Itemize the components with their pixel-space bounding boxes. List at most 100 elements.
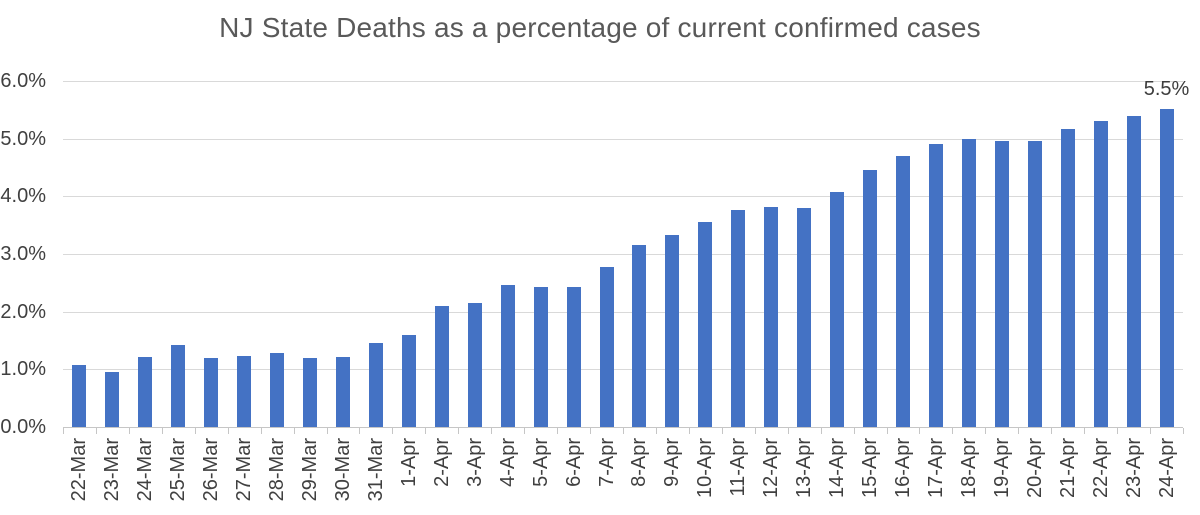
bar-13-Apr: [797, 208, 812, 427]
gridline: [63, 138, 1183, 140]
y-tick-label: 1.0%: [0, 358, 46, 381]
bar-20-Apr: [1027, 140, 1042, 427]
x-tick-label: 30-Mar: [332, 438, 354, 502]
tick-mark: [952, 428, 953, 434]
gridline: [63, 196, 1183, 198]
gridline: [63, 369, 1183, 371]
x-tick-label: 29-Mar: [299, 438, 322, 502]
x-tick-label: 16-Apr: [892, 438, 914, 499]
bar-8-Apr: [632, 244, 647, 427]
x-tick-label: 28-Mar: [266, 438, 289, 502]
chart-title: NJ State Deaths as a percentage of curre…: [219, 12, 981, 43]
bar-19-Apr: [994, 140, 1009, 427]
x-tick-label: 22-Apr: [1089, 438, 1112, 499]
bar-15-Apr: [863, 170, 878, 427]
bar-24-Apr: [1159, 109, 1174, 427]
x-tick-label: 24-Apr: [1155, 438, 1178, 499]
x-axis-labels: 22-Mar 23-Mar 24-Mar 25-Mar 26-Mar 27-Mar 28-M…: [63, 438, 1183, 513]
tick-mark: [491, 428, 492, 434]
tick-mark: [656, 428, 657, 434]
x-tick-label: 26-Mar: [200, 438, 223, 502]
x-tick-label: 5-Apr: [529, 438, 552, 487]
x-tick-label: 8-Apr: [628, 438, 651, 487]
tick-mark: [195, 428, 196, 434]
bar-17-Apr: [928, 143, 943, 427]
tick-mark: [1084, 428, 1085, 434]
x-tick-label: 3-Apr: [463, 438, 486, 487]
gridline: [63, 81, 1183, 82]
x-tick-label: 7-Apr: [595, 438, 618, 487]
tick-mark: [1051, 428, 1052, 434]
x-tick-label: 1-Apr: [397, 438, 420, 487]
bar-18-Apr: [961, 138, 976, 427]
x-tick-label: 27-Mar: [233, 438, 256, 502]
y-tick-label: 4.0%: [0, 185, 46, 208]
y-tick-label: 6.0%: [0, 70, 46, 92]
x-tick-label: 22-Mar: [68, 438, 91, 502]
bar-4-Apr: [500, 284, 515, 427]
x-tick-label: 18-Apr: [957, 438, 980, 499]
bar-21-Apr: [1060, 128, 1075, 427]
tick-mark: [458, 428, 459, 434]
x-tick-label: 25-Mar: [167, 438, 190, 502]
tick-mark: [96, 428, 97, 434]
bar-16-Apr: [896, 155, 910, 427]
tick-mark: [689, 428, 690, 434]
tick-mark: [887, 428, 888, 434]
x-tick-label: 19-Apr: [990, 438, 1013, 499]
y-tick-label: 5.0%: [0, 127, 46, 150]
tick-mark: [919, 428, 920, 434]
x-tick-label: 12-Apr: [760, 438, 783, 499]
x-tick-label: 4-Apr: [496, 438, 519, 487]
bar-2-Apr: [434, 306, 449, 427]
bar-10-Apr: [698, 222, 713, 427]
gridline: [63, 254, 1183, 255]
y-tick-label: 3.0%: [0, 243, 46, 265]
x-tick-label: 17-Apr: [924, 438, 947, 499]
bar-1-Apr: [401, 334, 416, 427]
bar-28-Mar: [270, 353, 285, 427]
bar-12-Apr: [764, 207, 779, 427]
tick-mark: [623, 428, 624, 434]
bar-11-Apr: [731, 209, 746, 427]
x-tick-label: 23-Apr: [1122, 438, 1145, 499]
x-tick-label: 6-Apr: [562, 438, 585, 487]
x-tick-label: 24-Mar: [134, 438, 157, 502]
x-tick-label: 23-Mar: [101, 438, 124, 502]
x-tick-label: 20-Apr: [1023, 438, 1046, 499]
tick-mark: [63, 428, 64, 434]
y-tick-label: 2.0%: [0, 300, 46, 323]
data-label: 5.5%: [1143, 78, 1190, 101]
tick-mark: [854, 428, 855, 434]
x-tick-label: 31-Mar: [364, 438, 387, 502]
bar-30-Mar: [336, 357, 350, 427]
x-tick-label: 10-Apr: [694, 438, 717, 499]
tick-mark: [162, 428, 163, 434]
bar-31-Mar: [368, 343, 383, 427]
bar-6-Apr: [566, 286, 581, 427]
bar-26-Mar: [204, 358, 219, 427]
x-tick-label: 9-Apr: [661, 438, 684, 487]
tick-mark: [722, 428, 723, 434]
bar-23-Mar: [105, 371, 120, 427]
tick-mark: [1018, 428, 1019, 434]
x-axis-tick-marks: [63, 428, 1184, 434]
tick-mark: [228, 428, 229, 434]
bar-24-Mar: [138, 357, 153, 427]
bar-14-Apr: [830, 191, 845, 427]
tick-mark: [524, 428, 525, 434]
x-tick-label: 14-Apr: [826, 438, 849, 499]
tick-mark: [557, 428, 558, 434]
bar-3-Apr: [467, 303, 482, 427]
tick-mark: [755, 428, 756, 434]
x-tick-label: 2-Apr: [430, 438, 453, 487]
tick-mark: [392, 428, 393, 434]
bar-27-Mar: [237, 355, 252, 427]
tick-mark: [821, 428, 822, 434]
tick-mark: [1117, 428, 1118, 434]
bar-29-Mar: [303, 357, 318, 427]
x-tick-label: 13-Apr: [793, 438, 816, 499]
bar-9-Apr: [665, 234, 680, 427]
tick-mark: [985, 428, 986, 434]
